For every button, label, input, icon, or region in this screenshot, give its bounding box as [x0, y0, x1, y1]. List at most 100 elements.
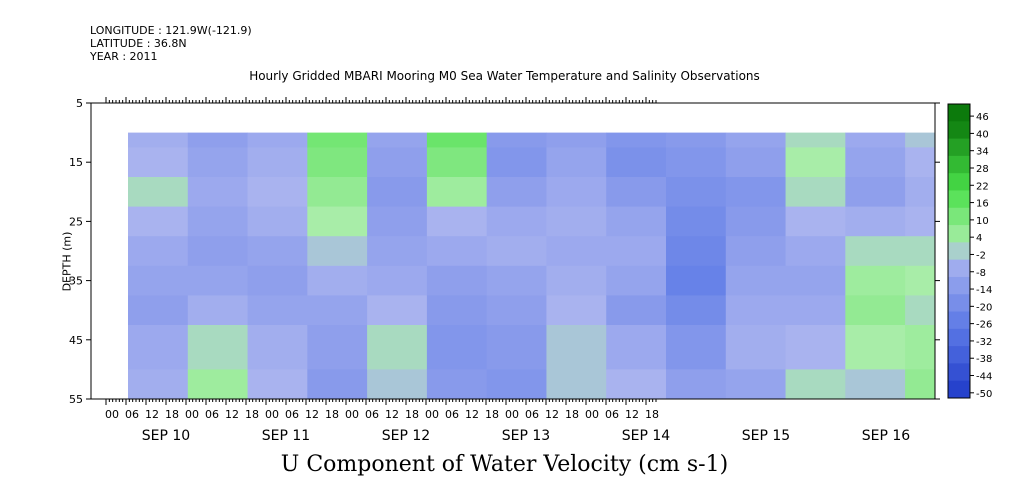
- x-hour-label: 18: [245, 408, 259, 421]
- heatmap-cell: [426, 369, 488, 400]
- x-hour-label: 06: [125, 408, 139, 421]
- colorbar-segment: [948, 155, 970, 174]
- heatmap-cell: [785, 236, 846, 267]
- heatmap-cell: [666, 132, 727, 148]
- heatmap-cell: [905, 147, 936, 178]
- heatmap-cell: [606, 265, 667, 296]
- heatmap-cell: [187, 325, 249, 370]
- heatmap-cell: [546, 236, 607, 267]
- heatmap-cell: [426, 325, 488, 370]
- latitude-label: LATITUDE : 36.8N: [90, 37, 187, 50]
- heatmap-cell: [546, 325, 607, 370]
- velocity-field: [128, 132, 936, 400]
- y-tick-label: 25: [69, 215, 83, 228]
- colorbar-segment: [948, 294, 970, 313]
- heatmap-cell: [247, 206, 308, 237]
- colorbar-segment: [948, 259, 970, 278]
- colorbar-label: -26: [976, 320, 992, 331]
- colorbar-segment: [948, 225, 970, 243]
- heatmap-cell: [247, 132, 308, 148]
- heatmap-cell: [725, 236, 787, 267]
- colorbar-segment: [948, 380, 970, 399]
- x-day-label: SEP 12: [382, 428, 430, 444]
- heatmap-cell: [666, 325, 727, 370]
- heatmap-cell: [845, 177, 906, 208]
- heatmap-cell: [128, 265, 189, 296]
- heatmap-cell: [367, 369, 428, 400]
- x-hour-label: 18: [405, 408, 419, 421]
- heatmap-cell: [247, 265, 308, 296]
- heatmap-cell: [187, 206, 249, 237]
- y-tick-label: 15: [69, 156, 83, 169]
- heatmap-cell: [128, 295, 189, 326]
- heatmap-cell: [725, 132, 787, 148]
- heatmap-cell: [128, 177, 189, 208]
- heatmap-cell: [725, 295, 787, 326]
- chart-subtitle: U Component of Water Velocity (cm s-1): [280, 452, 729, 477]
- heatmap-cell: [905, 265, 936, 296]
- heatmap-cell: [367, 177, 428, 208]
- heatmap-cell: [606, 147, 667, 178]
- heatmap-cell: [845, 265, 906, 296]
- heatmap-cell: [546, 369, 607, 400]
- y-axis-label: DEPTH (m): [60, 231, 74, 292]
- colorbar-segment: [948, 190, 970, 209]
- heatmap-cell: [187, 369, 249, 400]
- heatmap-cell: [666, 369, 727, 400]
- heatmap-cell: [606, 132, 667, 148]
- heatmap-cell: [247, 236, 308, 267]
- y-tick-label: 55: [69, 393, 83, 406]
- heatmap-cell: [905, 325, 936, 370]
- colorbar-segment: [948, 346, 970, 364]
- colorbar-label: 34: [976, 147, 989, 158]
- year-label: YEAR : 2011: [90, 50, 158, 63]
- x-hour-label: 06: [525, 408, 539, 421]
- heatmap-cell: [128, 369, 189, 400]
- heatmap-cell: [666, 295, 727, 326]
- colorbar-label: -2: [976, 250, 986, 261]
- heatmap-cell: [546, 132, 607, 148]
- heatmap-cell: [606, 369, 667, 400]
- x-day-label: SEP 16: [862, 428, 911, 444]
- heatmap-cell: [845, 147, 906, 178]
- heatmap-cell: [725, 206, 787, 237]
- heatmap-cell: [128, 206, 189, 237]
- heatmap-cell: [128, 132, 189, 148]
- heatmap-cell: [666, 265, 727, 296]
- x-hour-label: 18: [165, 408, 179, 421]
- colorbar-label: -38: [976, 354, 992, 365]
- heatmap-cell: [247, 177, 308, 208]
- heatmap-cell: [187, 132, 249, 148]
- x-hour-label: 06: [365, 408, 379, 421]
- heatmap-cell: [905, 369, 936, 400]
- colorbar-segment: [948, 363, 970, 382]
- heatmap-cell: [307, 147, 368, 178]
- heatmap-cell: [845, 369, 906, 400]
- x-hour-label: 00: [105, 408, 119, 421]
- heatmap-cell: [247, 295, 308, 326]
- heatmap-cell: [426, 177, 488, 208]
- heatmap-cell: [606, 177, 667, 208]
- heatmap-cell: [785, 325, 846, 370]
- y-tick-label: 5: [76, 97, 83, 110]
- colorbar-label: 28: [976, 164, 989, 175]
- heatmap-cell: [367, 236, 428, 267]
- heatmap-cell: [725, 369, 787, 400]
- heatmap-cell: [666, 206, 727, 237]
- colorbar-label: -14: [976, 285, 992, 296]
- x-day-label: SEP 14: [622, 428, 671, 444]
- colorbar-label: 40: [976, 129, 989, 140]
- heatmap-cell: [187, 236, 249, 267]
- heatmap-cell: [725, 325, 787, 370]
- axis-ticks: 5 15 25 35 45 55 00 06 12 18 00 06 12 18 00 06 12 18 00 06 1…: [69, 97, 940, 444]
- x-hour-label: 06: [445, 408, 459, 421]
- x-hour-label: 12: [545, 408, 559, 421]
- heatmap-cell: [426, 132, 488, 148]
- heatmap-cell: [367, 147, 428, 178]
- x-hour-label: 12: [465, 408, 479, 421]
- x-hour-label: 00: [185, 408, 199, 421]
- heatmap-cell: [905, 206, 936, 237]
- heatmap-cell: [187, 177, 249, 208]
- heatmap-cell: [785, 369, 846, 400]
